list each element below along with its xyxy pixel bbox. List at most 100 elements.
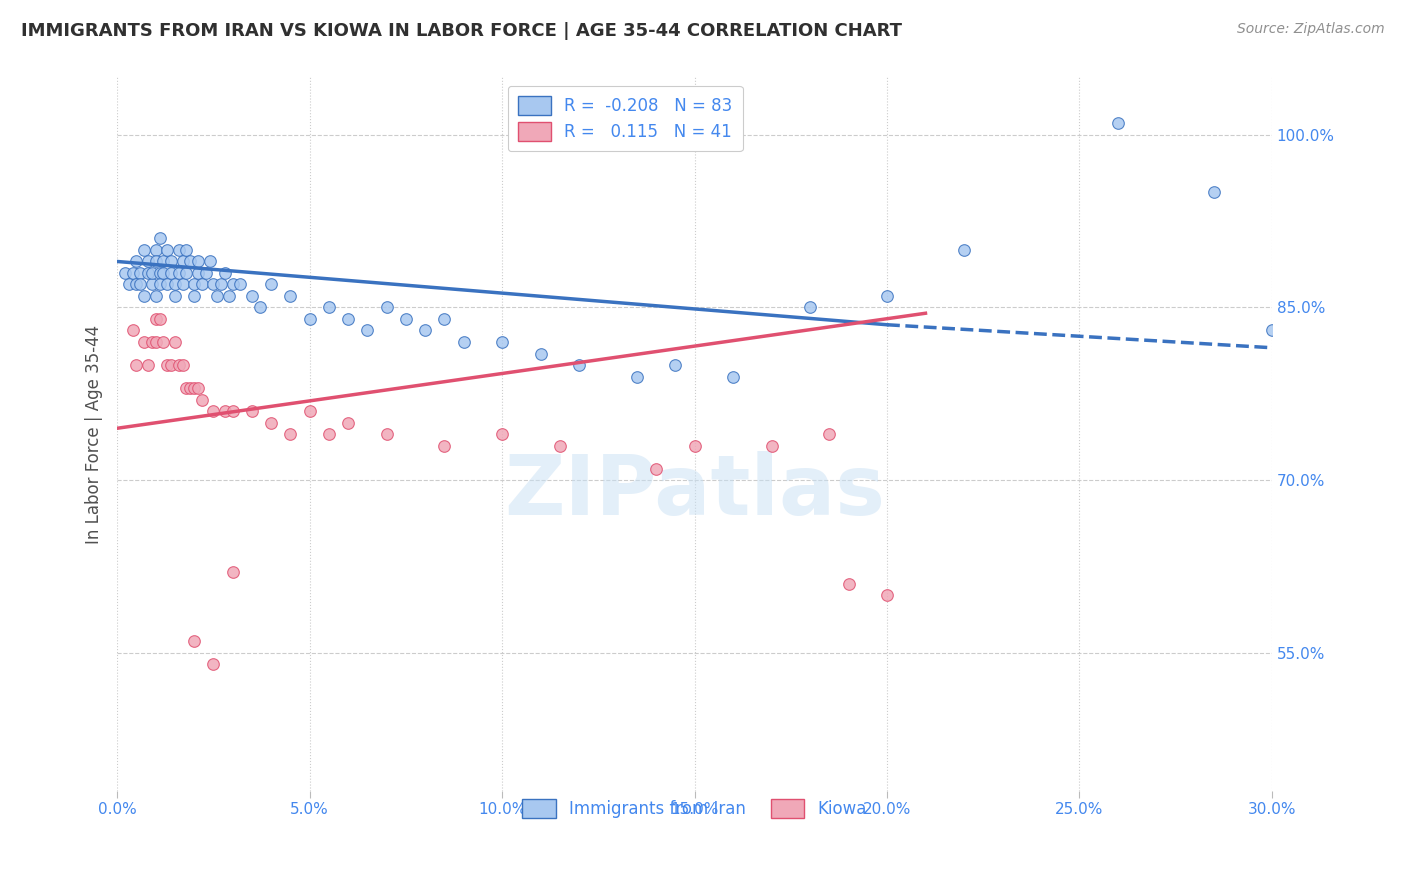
Point: [152, 334, 174, 349]
Point: [260, 416, 283, 430]
Point: [356, 324, 378, 338]
Point: [298, 312, 321, 326]
Point: [141, 277, 163, 292]
Point: [183, 634, 205, 648]
Point: [375, 427, 398, 442]
Point: [876, 289, 898, 303]
Point: [163, 334, 186, 349]
Point: [221, 277, 243, 292]
Point: [148, 312, 170, 326]
Point: [145, 334, 167, 349]
Y-axis label: In Labor Force | Age 35-44: In Labor Force | Age 35-44: [86, 325, 103, 543]
Point: [568, 358, 591, 372]
Point: [136, 266, 159, 280]
Point: [163, 289, 186, 303]
Point: [337, 416, 360, 430]
Point: [141, 334, 163, 349]
Text: Source: ZipAtlas.com: Source: ZipAtlas.com: [1237, 22, 1385, 37]
Point: [191, 392, 214, 407]
Point: [799, 301, 821, 315]
Point: [240, 289, 263, 303]
Point: [167, 358, 190, 372]
Point: [491, 334, 513, 349]
Point: [152, 254, 174, 268]
Point: [260, 277, 283, 292]
Point: [172, 358, 194, 372]
Point: [453, 334, 475, 349]
Point: [433, 312, 456, 326]
Point: [818, 427, 841, 442]
Point: [209, 277, 232, 292]
Point: [249, 301, 271, 315]
Point: [183, 381, 205, 395]
Point: [172, 254, 194, 268]
Point: [214, 266, 236, 280]
Point: [156, 358, 179, 372]
Point: [179, 381, 201, 395]
Point: [167, 266, 190, 280]
Point: [121, 266, 143, 280]
Point: [214, 404, 236, 418]
Point: [134, 289, 156, 303]
Point: [191, 277, 214, 292]
Point: [318, 427, 340, 442]
Point: [837, 576, 859, 591]
Point: [202, 277, 225, 292]
Point: [148, 266, 170, 280]
Point: [152, 266, 174, 280]
Point: [375, 301, 398, 315]
Point: [148, 231, 170, 245]
Point: [176, 243, 198, 257]
Point: [187, 381, 209, 395]
Point: [318, 301, 340, 315]
Point: [876, 588, 898, 602]
Point: [114, 266, 136, 280]
Point: [183, 289, 205, 303]
Point: [118, 277, 141, 292]
Point: [337, 312, 360, 326]
Point: [721, 369, 744, 384]
Point: [125, 254, 148, 268]
Point: [134, 243, 156, 257]
Point: [280, 427, 302, 442]
Point: [761, 438, 783, 452]
Point: [221, 565, 243, 579]
Point: [125, 358, 148, 372]
Point: [160, 254, 183, 268]
Point: [172, 277, 194, 292]
Point: [160, 266, 183, 280]
Point: [156, 277, 179, 292]
Point: [163, 277, 186, 292]
Point: [183, 277, 205, 292]
Point: [298, 404, 321, 418]
Point: [645, 461, 668, 475]
Point: [148, 277, 170, 292]
Point: [134, 334, 156, 349]
Legend: Immigrants from Iran, Kiowa: Immigrants from Iran, Kiowa: [516, 792, 873, 825]
Point: [136, 358, 159, 372]
Point: [136, 254, 159, 268]
Point: [179, 254, 201, 268]
Point: [626, 369, 648, 384]
Point: [1261, 324, 1284, 338]
Point: [121, 324, 143, 338]
Point: [187, 254, 209, 268]
Text: ZIPatlas: ZIPatlas: [503, 450, 884, 532]
Point: [529, 346, 551, 360]
Point: [129, 266, 152, 280]
Point: [207, 289, 229, 303]
Point: [160, 358, 183, 372]
Point: [491, 427, 513, 442]
Point: [433, 438, 456, 452]
Text: IMMIGRANTS FROM IRAN VS KIOWA IN LABOR FORCE | AGE 35-44 CORRELATION CHART: IMMIGRANTS FROM IRAN VS KIOWA IN LABOR F…: [21, 22, 903, 40]
Point: [129, 277, 152, 292]
Point: [1204, 186, 1226, 200]
Point: [202, 657, 225, 671]
Point: [280, 289, 302, 303]
Point: [187, 266, 209, 280]
Point: [202, 404, 225, 418]
Point: [176, 381, 198, 395]
Point: [953, 243, 976, 257]
Point: [194, 266, 217, 280]
Point: [156, 243, 179, 257]
